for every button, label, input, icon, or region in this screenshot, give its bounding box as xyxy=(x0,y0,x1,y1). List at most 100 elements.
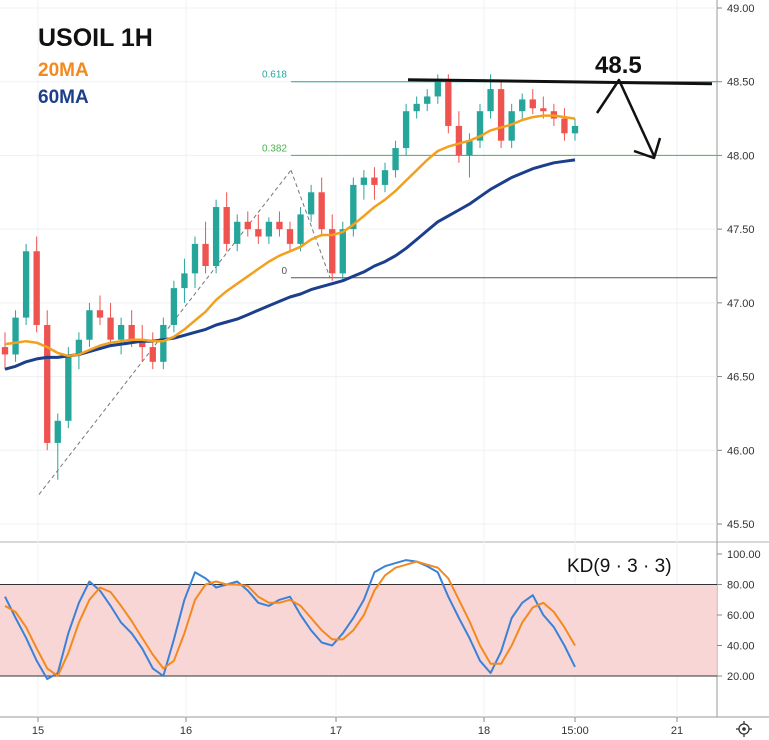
candle-body xyxy=(466,140,473,156)
candle-body xyxy=(307,192,315,215)
settings-gear-icon[interactable] xyxy=(736,721,752,737)
candle-body xyxy=(519,99,526,112)
candle xyxy=(202,221,209,274)
candle-body xyxy=(255,229,262,237)
arrow-head-icon xyxy=(633,137,662,160)
candle-body xyxy=(392,148,399,171)
candle-body xyxy=(212,207,220,266)
candle-body xyxy=(360,177,368,185)
candle-body xyxy=(117,324,125,340)
candle-body xyxy=(540,108,547,112)
candle-body xyxy=(191,243,199,274)
time-axis[interactable]: 15 16 17 18 15:00 21 xyxy=(32,717,683,737)
price-axis[interactable]: 49.00 48.50 48.00 47.50 47.00 46.50 46.00 45.50 xyxy=(717,3,755,531)
candle-body xyxy=(529,99,536,109)
candle-body xyxy=(476,111,484,141)
kd-tick-label: 40.00 xyxy=(727,641,755,653)
price-tick-label: 49.00 xyxy=(727,3,755,15)
candle-body xyxy=(96,310,104,318)
kd-overbought-oversold-band xyxy=(0,584,717,677)
time-tick-label: 17 xyxy=(330,725,342,737)
candle xyxy=(371,167,378,200)
candle xyxy=(381,162,389,193)
candle xyxy=(255,214,262,244)
candle xyxy=(86,302,93,348)
candle-body xyxy=(381,170,389,185)
candle xyxy=(107,302,114,348)
ma60-label: 60MA xyxy=(38,87,89,108)
kd-lines xyxy=(4,559,576,680)
ma20-label: 20MA xyxy=(38,60,89,81)
candle xyxy=(12,310,19,362)
resistance-line xyxy=(407,78,713,86)
candle xyxy=(33,236,40,333)
candle-body xyxy=(44,324,51,443)
candle-body xyxy=(86,310,93,340)
candle xyxy=(265,217,273,244)
chart-title: USOIL 1H xyxy=(38,24,153,52)
candle-body xyxy=(487,89,494,112)
fib-level-label: 0 xyxy=(281,266,287,277)
time-tick-label: 15 xyxy=(32,725,44,737)
time-tick-label: 18 xyxy=(478,725,490,737)
time-tick-label: 16 xyxy=(180,725,192,737)
candle xyxy=(307,184,315,222)
candle-body xyxy=(350,184,357,230)
candle-body xyxy=(128,324,135,340)
candle-body xyxy=(329,229,336,274)
candle xyxy=(244,211,251,237)
candle-body xyxy=(571,125,579,134)
candle xyxy=(1,332,9,370)
candle-body xyxy=(339,229,346,274)
candle-body xyxy=(371,177,378,185)
kd-k-line xyxy=(4,559,576,680)
candle-body xyxy=(75,339,83,355)
candle xyxy=(571,118,579,141)
kd-tick-label: 20.00 xyxy=(727,671,755,683)
kd-axis[interactable]: 100.00 80.00 60.00 40.00 20.00 xyxy=(717,549,761,683)
candle-body xyxy=(12,317,19,355)
candle-body xyxy=(434,81,441,97)
price-tick-label: 46.50 xyxy=(727,372,755,384)
candle xyxy=(96,295,104,325)
kd-tick-label: 60.00 xyxy=(727,610,755,622)
candle xyxy=(424,89,431,112)
candle-body xyxy=(424,96,431,104)
ma60-line xyxy=(4,158,576,371)
candle xyxy=(160,317,167,370)
moving-averages xyxy=(4,114,576,371)
candle xyxy=(561,108,568,141)
kd-tick-label: 80.00 xyxy=(727,580,755,592)
user-drawings[interactable] xyxy=(407,78,713,160)
candle-body xyxy=(160,324,167,362)
candle xyxy=(212,199,220,274)
candle-body xyxy=(455,125,463,156)
candlestick-series xyxy=(1,74,579,480)
time-tick-label: 21 xyxy=(671,725,683,737)
fib-level-label: 0.382 xyxy=(262,143,287,154)
candle-body xyxy=(202,243,209,266)
candle xyxy=(22,243,30,325)
candle-body xyxy=(22,251,30,318)
candle-body xyxy=(65,354,72,421)
candle xyxy=(286,221,294,252)
candle xyxy=(297,207,304,252)
candle-body xyxy=(181,273,188,289)
candle xyxy=(519,93,526,119)
candle-body xyxy=(33,251,40,325)
candle xyxy=(455,111,463,163)
candle xyxy=(44,310,51,451)
candle-body xyxy=(497,89,505,141)
candle-body xyxy=(54,420,61,443)
time-tick-label: 15:00 xyxy=(561,725,589,737)
candle xyxy=(476,103,484,149)
kd-d-line xyxy=(4,560,576,677)
candle xyxy=(508,103,515,149)
candle xyxy=(329,214,336,281)
price-tick-label: 46.00 xyxy=(727,445,755,457)
candle-body xyxy=(445,81,452,126)
candle-body xyxy=(234,221,241,244)
candle-body xyxy=(318,192,325,230)
